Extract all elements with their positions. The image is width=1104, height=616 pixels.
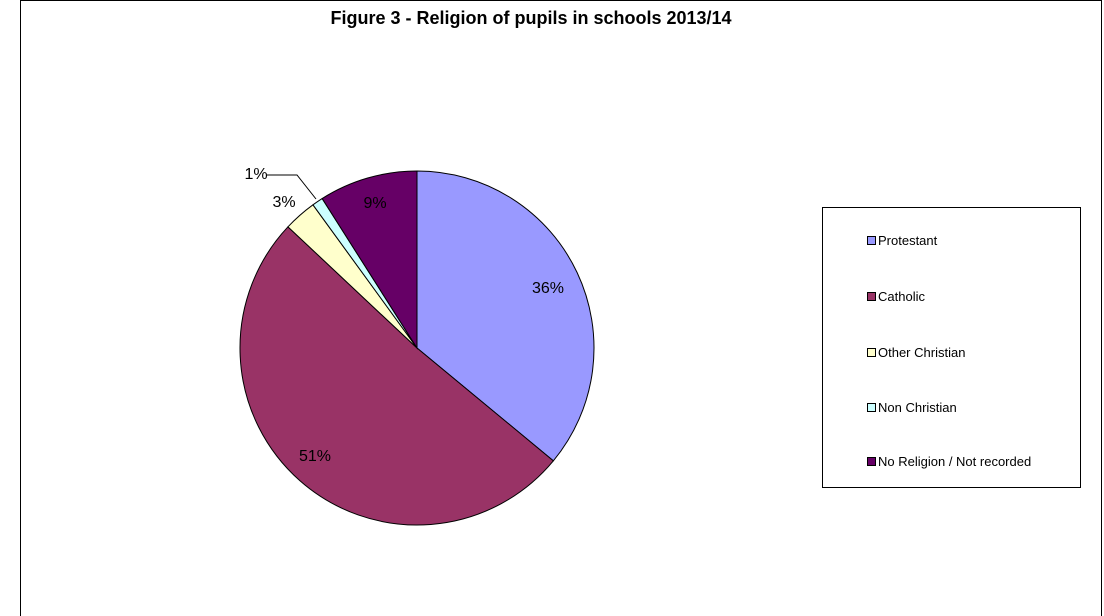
legend-item-non-christian: Non Christian [867,399,957,415]
legend-swatch-other-christian [867,347,876,357]
legend-item-other-christian: Other Christian [867,344,965,360]
pie-slice-protestant [416,170,595,462]
data-label-no-religion: 9% [363,195,386,212]
legend-item-no-religion: No Religion / Not recorded [867,453,1031,469]
data-label-non-christian: 1% [244,166,267,183]
data-labels: 36% 51% 3% 1% 9% [244,166,564,465]
legend-swatch-catholic [867,291,876,301]
legend-swatch-no-religion [867,456,876,466]
pie-slice-no-religion [321,170,418,350]
pie-slice-catholic [239,226,555,526]
legend-item-protestant: Protestant [867,232,937,248]
leader-line-non-christian [266,174,317,200]
legend-item-catholic: Catholic [867,288,925,304]
chart-title: Figure 3 - Religion of pupils in schools… [330,8,732,28]
pie-slices [239,170,595,526]
legend-label: Non Christian [878,399,957,415]
legend-label: Protestant [878,232,938,248]
legend-label: Other Christian [878,344,966,360]
data-label-other-christian: 3% [272,194,295,211]
legend-swatch-protestant [867,235,876,245]
data-label-catholic: 51% [299,448,331,465]
legend-label: Catholic [878,288,925,304]
leader-lines [266,174,317,200]
legend: Protestant Catholic Other Christian Non … [822,207,1081,488]
data-label-protestant: 36% [532,280,564,297]
legend-label: No Religion / Not recorded [878,453,1032,469]
legend-swatch-non-christian [867,402,876,412]
